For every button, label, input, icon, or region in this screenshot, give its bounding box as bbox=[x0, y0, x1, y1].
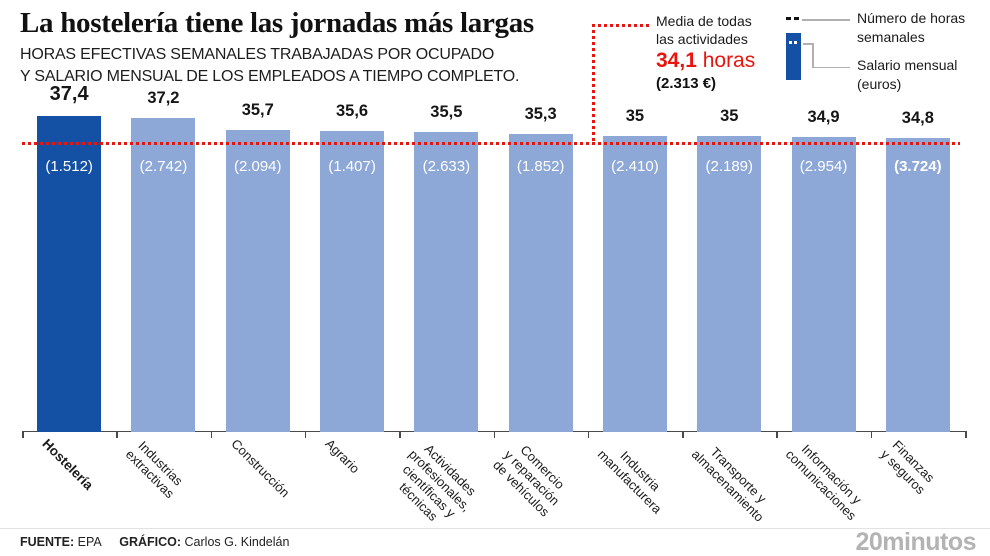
average-callout-vertical-dotted-line bbox=[592, 24, 595, 144]
bar-value-label: 35,7 bbox=[241, 101, 274, 120]
bar bbox=[697, 136, 762, 432]
bar bbox=[508, 133, 573, 432]
category-label: Finanzas y seguros bbox=[877, 437, 938, 498]
average-legend-label: Media de todas las actividades bbox=[656, 13, 752, 47]
bar bbox=[791, 137, 856, 432]
salary-key-label: Salario mensual (euros) bbox=[857, 57, 958, 92]
bar bbox=[131, 117, 196, 432]
source-label: FUENTE: bbox=[20, 535, 75, 549]
axis-tick bbox=[210, 431, 213, 438]
hours-key-label: Número de horas semanales bbox=[857, 10, 966, 45]
salary-key-connector bbox=[803, 43, 813, 45]
hours-dash-icon bbox=[786, 17, 799, 20]
axis-tick bbox=[682, 431, 684, 438]
average-value-number: 34,1 bbox=[656, 49, 697, 72]
bar-value-label: 37,4 bbox=[49, 83, 89, 105]
bar-salary-label: (2.189) bbox=[705, 158, 754, 175]
credit-label: GRÁFICO: bbox=[119, 535, 182, 549]
axis-tick bbox=[776, 431, 778, 438]
average-salary: (2.313 €) bbox=[656, 75, 717, 92]
bar-salary-label: (2.742) bbox=[139, 158, 188, 175]
average-value: 34,1 horas bbox=[656, 49, 755, 73]
footer-divider bbox=[0, 528, 990, 529]
category-label: Industrias extractivas bbox=[123, 438, 187, 502]
category-label: Construcción bbox=[227, 436, 293, 501]
bar-value-label: 37,2 bbox=[147, 88, 180, 107]
average-dotted-line bbox=[22, 141, 960, 145]
average-callout-horizontal-dotted-line bbox=[592, 24, 650, 27]
bar-salary-label: (2.633) bbox=[422, 158, 471, 175]
category-label: Actividades profesionales, científicas y… bbox=[396, 441, 480, 524]
credit-value: Carlos G. Kindelán bbox=[184, 535, 290, 549]
chart-subtitle: HORAS EFECTIVAS SEMANALES TRABAJADAS POR… bbox=[20, 46, 520, 85]
bar bbox=[225, 130, 290, 432]
footer-credits: FUENTE: EPA GRÁFICO: Carlos G. Kindelán bbox=[20, 535, 289, 549]
category-label: Información y comunicaciones bbox=[783, 441, 865, 524]
axis-tick bbox=[870, 431, 873, 438]
bar-value-label: 35 bbox=[720, 107, 739, 126]
bar-salary-label: (1.407) bbox=[328, 158, 376, 175]
page-title: La hostelería tiene las jornadas más lar… bbox=[20, 7, 534, 39]
bar bbox=[320, 131, 385, 432]
bar bbox=[602, 136, 667, 432]
brand-logo: 20minutos bbox=[855, 528, 976, 556]
category-label: Agrario bbox=[322, 436, 363, 477]
axis-tick bbox=[493, 431, 495, 438]
axis-tick bbox=[22, 431, 24, 438]
salary-key-bar-icon bbox=[786, 33, 801, 80]
category-label: Transporte y almacenamiento bbox=[688, 444, 770, 525]
salary-key-connector bbox=[812, 66, 850, 68]
bar-salary-label: (1.852) bbox=[516, 158, 565, 175]
bar-value-label: 34,9 bbox=[807, 108, 840, 127]
salary-dash-icon bbox=[789, 41, 798, 44]
axis-tick bbox=[399, 431, 401, 438]
bar bbox=[414, 132, 479, 432]
bar bbox=[885, 137, 950, 432]
bar-salary-label: (2.954) bbox=[799, 158, 848, 175]
bar-value-label: 35,5 bbox=[430, 103, 463, 122]
average-value-unit: horas bbox=[696, 49, 756, 72]
axis-tick bbox=[587, 431, 590, 438]
bar-value-label: 34,8 bbox=[901, 108, 934, 127]
bar bbox=[37, 116, 102, 432]
axis-tick bbox=[304, 431, 307, 438]
hours-key-connector bbox=[802, 19, 850, 21]
bar-salary-label: (2.410) bbox=[611, 158, 659, 175]
axis-tick bbox=[965, 431, 967, 438]
category-label: Industria manufacturera bbox=[594, 446, 665, 517]
bar-value-label: 35,6 bbox=[335, 102, 369, 121]
bar-salary-label: (3.724) bbox=[894, 158, 942, 175]
bar-value-label: 35 bbox=[625, 107, 645, 126]
axis-tick bbox=[116, 431, 118, 438]
bar-value-label: 35,3 bbox=[524, 104, 557, 123]
bar-salary-label: (1.512) bbox=[45, 158, 93, 175]
source-value: EPA bbox=[77, 535, 102, 549]
category-label: Comercio y reparación de vehículos bbox=[489, 442, 567, 520]
category-label: Hostelería bbox=[39, 436, 97, 493]
bar-salary-label: (2.094) bbox=[233, 158, 282, 175]
salary-key-connector bbox=[812, 43, 814, 68]
